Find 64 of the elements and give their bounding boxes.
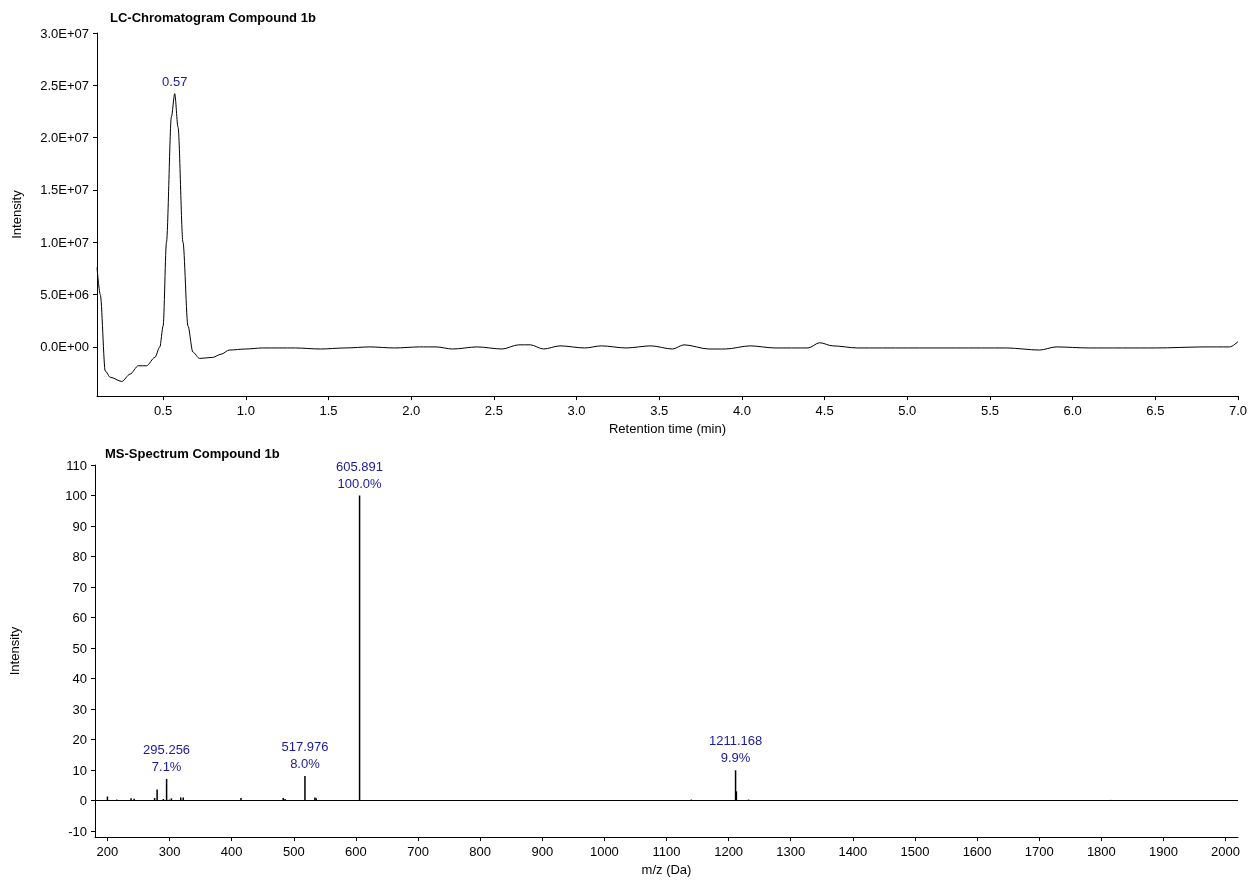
y-tick-label: 30 bbox=[72, 701, 87, 717]
x-tick-label: 200 bbox=[96, 844, 119, 860]
annotation: 517.976 8.0% bbox=[281, 739, 329, 772]
x-tick-label: 5.0 bbox=[898, 403, 917, 419]
x-tick-label: 600 bbox=[345, 844, 367, 860]
x-tick-label: 1900 bbox=[1149, 844, 1178, 860]
x-tick-label: 1800 bbox=[1086, 844, 1116, 860]
chart-title: LC-Chromatogram Compound 1b bbox=[110, 10, 316, 25]
x-tick-label: 7.0 bbox=[1228, 403, 1248, 419]
x-tick-label: 300 bbox=[158, 844, 181, 860]
y-tick-label: 60 bbox=[72, 610, 87, 625]
y-tick-label: 10 bbox=[72, 762, 87, 778]
x-tick-label: 1.0 bbox=[236, 403, 255, 419]
y-tick-label: 1.0E+07 bbox=[40, 234, 89, 250]
x-tick-label: 1000 bbox=[589, 844, 619, 860]
y-tick-label: 80 bbox=[72, 549, 87, 564]
x-axis-title: m/z (Da) bbox=[641, 862, 692, 877]
annotation: 295.256 7.1% bbox=[143, 741, 191, 774]
x-tick-label: 1100 bbox=[652, 844, 681, 860]
x-tick-label: 700 bbox=[407, 844, 429, 860]
annotation: 1211.168 9.9% bbox=[708, 733, 763, 766]
y-axis-title: Intensity bbox=[9, 189, 24, 239]
y-tick-label: 50 bbox=[72, 640, 87, 656]
y-tick-label: -10 bbox=[68, 823, 87, 839]
x-tick-label: 4.5 bbox=[815, 403, 834, 419]
x-tick-label: 4.0 bbox=[732, 403, 751, 419]
x-tick-label: 0.5 bbox=[154, 403, 173, 419]
y-tick-label: 70 bbox=[72, 579, 87, 595]
x-tick-label: 1.5 bbox=[319, 403, 338, 419]
x-tick-label: 1300 bbox=[776, 844, 806, 860]
y-tick-label: 0 bbox=[79, 793, 87, 808]
annotation: 0.57 bbox=[162, 73, 188, 89]
y-tick-label: 3.0E+07 bbox=[40, 25, 89, 41]
x-tick-label: 2.0 bbox=[402, 403, 421, 419]
chart-title: MS-Spectrum Compound 1b bbox=[105, 446, 280, 461]
y-tick-label: 5.0E+06 bbox=[40, 287, 89, 303]
x-tick-label: 2.5 bbox=[484, 403, 503, 419]
x-tick-label: 5.5 bbox=[980, 403, 999, 419]
x-tick-label: 3.0 bbox=[567, 403, 586, 419]
y-tick-label: 1.5E+07 bbox=[40, 182, 89, 198]
x-tick-label: 1700 bbox=[1024, 844, 1054, 860]
y-tick-label: 90 bbox=[72, 518, 87, 534]
x-tick-label: 1200 bbox=[714, 844, 744, 860]
y-tick-label: 2.0E+07 bbox=[40, 130, 89, 146]
y-tick-label: 40 bbox=[72, 671, 87, 686]
y-tick-label: 0.0E+00 bbox=[40, 339, 89, 355]
x-tick-label: 1400 bbox=[838, 844, 868, 860]
x-tick-label: 500 bbox=[282, 844, 305, 860]
y-tick-label: 110 bbox=[66, 457, 87, 473]
x-tick-label: 900 bbox=[531, 844, 554, 860]
x-tick-label: 1600 bbox=[962, 844, 992, 860]
x-tick-label: 2000 bbox=[1211, 844, 1241, 860]
y-tick-label: 100 bbox=[65, 488, 87, 503]
y-tick-label: 20 bbox=[72, 732, 87, 747]
y-tick-label: 2.5E+07 bbox=[40, 77, 89, 93]
y-axis-title: Intensity bbox=[7, 626, 22, 676]
x-tick-label: 800 bbox=[469, 844, 491, 860]
x-tick-label: 6.5 bbox=[1146, 403, 1165, 419]
x-tick-label: 1500 bbox=[900, 844, 930, 860]
x-axis-title: Retention time (min) bbox=[608, 421, 727, 436]
x-tick-label: 3.5 bbox=[650, 403, 669, 419]
x-tick-label: 400 bbox=[220, 844, 243, 860]
x-tick-label: 6.0 bbox=[1063, 403, 1082, 419]
annotation: 605.891 100.0% bbox=[336, 458, 384, 491]
